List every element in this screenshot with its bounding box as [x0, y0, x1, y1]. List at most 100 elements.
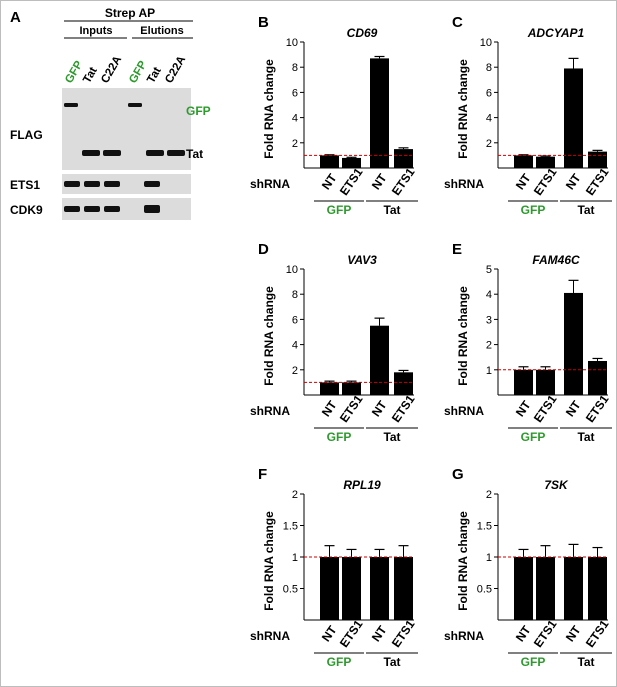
band-ets1-2: [84, 181, 100, 187]
y-tick-label: 0.5: [283, 584, 298, 596]
y-tick-label: 8: [292, 289, 298, 301]
panel-letter-c: C: [452, 14, 463, 31]
group-label-gfp: GFP: [327, 203, 352, 217]
band-label-gfp: GFP: [186, 104, 211, 118]
band-cdk9-4: [144, 205, 160, 213]
shrna-label: shRNA: [444, 404, 484, 418]
panel-a: A Strep AP Inputs Elutions GFP Tat C22A …: [10, 6, 211, 220]
bar-2: [342, 157, 361, 168]
shrna-label: shRNA: [444, 629, 484, 643]
group-label-inputs: Inputs: [80, 25, 113, 37]
y-tick-label: 0.5: [477, 584, 492, 596]
panel-letter-f: F: [258, 466, 267, 483]
bar-1: [514, 557, 533, 620]
chart-title-c: ADCYAP1: [527, 26, 585, 40]
chart-title-d: VAV3: [347, 253, 377, 267]
ets1-blot: [62, 174, 191, 194]
y-tick-label: 2: [292, 489, 298, 501]
lane-label-tat-elution: Tat: [145, 65, 164, 85]
bar-3: [370, 58, 389, 168]
y-axis-label-d: Fold RNA change: [262, 286, 276, 386]
y-axis-label-e: Fold RNA change: [456, 286, 470, 386]
bar-1: [320, 382, 339, 395]
group-label-tat: Tat: [383, 430, 400, 444]
flag-blot: [62, 88, 191, 170]
y-axis-label-g: Fold RNA change: [456, 511, 470, 611]
group-label-gfp: GFP: [521, 203, 546, 217]
y-tick-label: 4: [486, 289, 492, 301]
bar-3: [564, 292, 583, 395]
y-tick-label: 10: [480, 37, 492, 49]
bar-2: [536, 369, 555, 395]
band-ets1-4: [144, 181, 160, 187]
shrna-label: shRNA: [250, 404, 290, 418]
x-category-label: ETS1: [583, 617, 612, 650]
panel-letter-a: A: [10, 9, 21, 26]
y-tick-label: 4: [486, 113, 492, 125]
shrna-label: shRNA: [250, 629, 290, 643]
chart-title-b: CD69: [347, 26, 378, 40]
y-tick-label: 2: [486, 138, 492, 150]
x-category-label: ETS1: [337, 617, 366, 650]
band-cdk9-3: [104, 206, 120, 212]
y-tick-label: 8: [292, 62, 298, 74]
y-tick-label: 2: [292, 365, 298, 377]
panel-letter-d: D: [258, 241, 269, 258]
y-tick-label: 1: [292, 552, 298, 564]
band-flag-tat-elution: [146, 150, 164, 156]
bar-4: [394, 557, 413, 620]
bar-3: [370, 325, 389, 395]
y-tick-label: 10: [286, 264, 298, 276]
band-flag-tat-input: [82, 150, 100, 156]
x-category-label: NT: [369, 171, 390, 193]
group-label-elutions: Elutions: [140, 25, 183, 37]
lane-label-gfp-input: GFP: [63, 59, 85, 86]
y-tick-label: 3: [486, 314, 492, 326]
bar-1: [320, 557, 339, 620]
bar-1: [320, 155, 339, 168]
group-label-tat: Tat: [577, 203, 594, 217]
chart-title-g: 7SK: [544, 478, 569, 492]
y-tick-label: 8: [486, 62, 492, 74]
cdk9-blot: [62, 198, 191, 220]
group-label-gfp: GFP: [327, 430, 352, 444]
y-axis-label-c: Fold RNA change: [456, 59, 470, 159]
y-tick-label: 2: [292, 138, 298, 150]
band-cdk9-2: [84, 206, 100, 212]
y-axis-label-f: Fold RNA change: [262, 511, 276, 611]
bar-3: [564, 557, 583, 620]
y-tick-label: 6: [292, 314, 298, 326]
band-cdk9-1: [64, 206, 80, 212]
band-flag-gfp-elution: [128, 103, 142, 107]
band-flag-c22a-input: [103, 150, 121, 156]
shrna-label: shRNA: [250, 177, 290, 191]
x-category-label: ETS1: [389, 165, 418, 198]
chart-title-f: RPL19: [343, 478, 381, 492]
band-flag-gfp-input: [64, 103, 78, 107]
y-tick-label: 10: [286, 37, 298, 49]
blot-label-cdk9: CDK9: [10, 203, 43, 217]
blot-label-flag: FLAG: [10, 128, 43, 142]
group-label-tat: Tat: [577, 430, 594, 444]
x-category-label: ETS1: [531, 165, 560, 198]
bar-2: [342, 382, 361, 395]
lane-label-c22a-input: C22A: [99, 54, 124, 85]
group-label-tat: Tat: [383, 655, 400, 669]
bar-3: [564, 68, 583, 168]
lane-label-tat-input: Tat: [81, 65, 100, 85]
lane-label-c22a-elution: C22A: [163, 54, 188, 85]
shrna-label: shRNA: [444, 177, 484, 191]
x-category-label: ETS1: [583, 392, 612, 425]
y-axis-label-b: Fold RNA change: [262, 59, 276, 159]
band-flag-c22a-elution: [167, 150, 185, 156]
panel-letter-e: E: [452, 241, 462, 258]
bar-4: [588, 557, 607, 620]
